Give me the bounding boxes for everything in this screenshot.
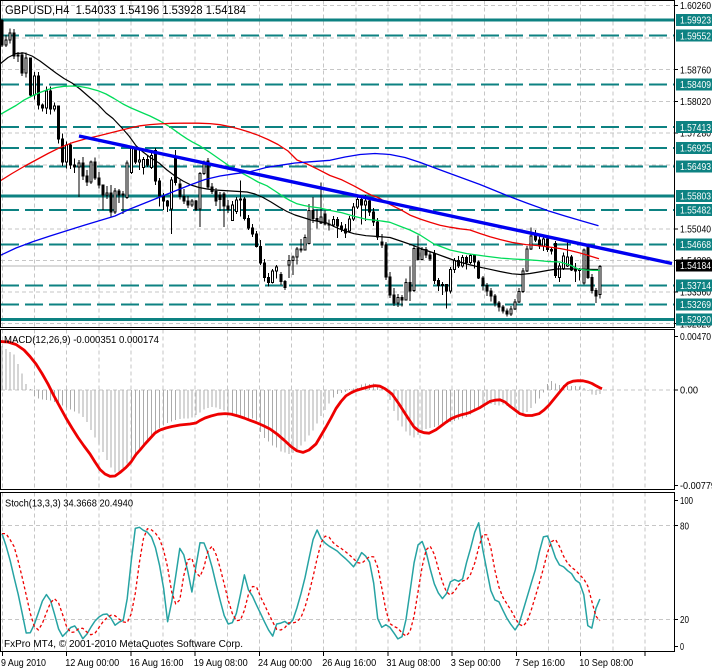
svg-text:100: 100 [680,495,693,507]
svg-text:1.58020: 1.58020 [680,96,711,108]
svg-text:19 Aug 08:00: 19 Aug 08:00 [194,657,248,669]
svg-text:1.52920: 1.52920 [680,314,711,326]
svg-text:16 Aug 16:00: 16 Aug 16:00 [130,657,184,669]
svg-text:0.00: 0.00 [680,385,698,397]
svg-text:1.58409: 1.58409 [680,79,711,91]
svg-text:GBPUSD,H4 1.54033 1.54196 1.5: GBPUSD,H4 1.54033 1.54196 1.53928 1.5418… [5,5,247,17]
svg-text:1.60260: 1.60260 [680,0,711,12]
svg-text:MACD(12,26,9) -0.000351 0.0001: MACD(12,26,9) -0.000351 0.000174 [4,334,159,346]
svg-text:Stoch(13,3,3) 34.3668 20.4940: Stoch(13,3,3) 34.3668 20.4940 [5,498,133,510]
svg-text:1.56493: 1.56493 [680,161,711,173]
svg-text:1.59552: 1.59552 [680,30,711,42]
svg-text:-0.00779: -0.00779 [680,480,712,492]
svg-text:31 Aug 08:00: 31 Aug 08:00 [386,657,440,669]
svg-text:1.58760: 1.58760 [680,64,711,76]
svg-text:1.54184: 1.54184 [680,260,711,272]
svg-text:1.56925: 1.56925 [680,143,711,155]
svg-text:10 Sep 08:00: 10 Sep 08:00 [579,657,633,669]
svg-text:24 Aug 00:00: 24 Aug 00:00 [258,657,312,669]
svg-text:3 Sep 00:00: 3 Sep 00:00 [451,657,501,669]
svg-text:1.59923: 1.59923 [680,15,711,27]
svg-text:FxPro MT4, © 2001-2010 MetaQuo: FxPro MT4, © 2001-2010 MetaQuotes Softwa… [4,638,243,650]
svg-text:0.00470: 0.00470 [680,331,711,343]
svg-text:1.55803: 1.55803 [680,191,711,203]
svg-text:1.54668: 1.54668 [680,239,711,251]
svg-text:1.55482: 1.55482 [680,204,711,216]
svg-text:0: 0 [680,641,684,653]
svg-text:80: 80 [680,520,689,532]
svg-text:26 Aug 16:00: 26 Aug 16:00 [322,657,376,669]
svg-text:12 Aug 00:00: 12 Aug 00:00 [65,657,119,669]
svg-text:7 Sep 16:00: 7 Sep 16:00 [515,657,565,669]
svg-text:9 Aug 2010: 9 Aug 2010 [1,657,46,669]
svg-text:20: 20 [680,614,689,626]
svg-text:1.55040: 1.55040 [680,223,711,235]
svg-text:1.57413: 1.57413 [680,122,711,134]
svg-text:1.53714: 1.53714 [680,280,711,292]
svg-text:1.53269: 1.53269 [680,299,711,311]
